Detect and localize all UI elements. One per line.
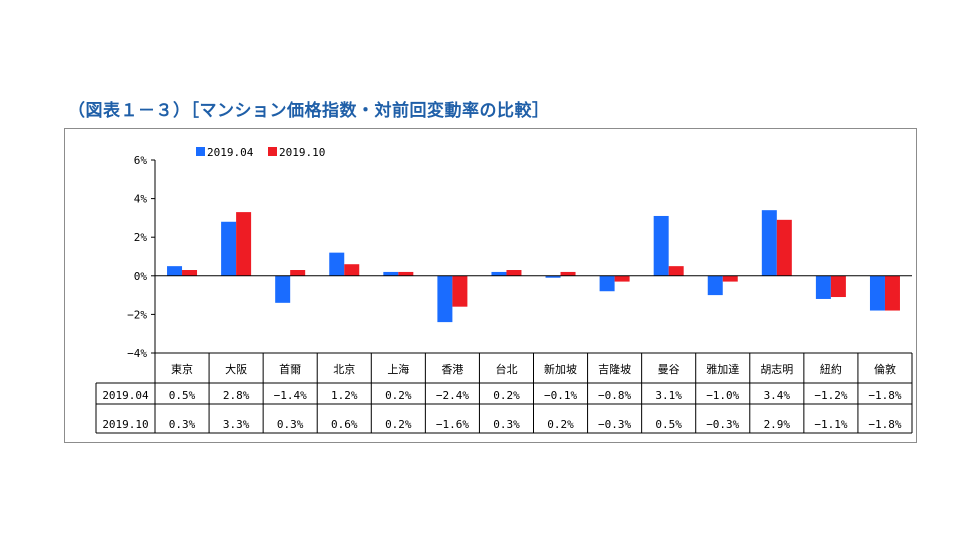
category-label: 曼谷 <box>658 363 680 376</box>
y-tick-label: −4% <box>127 347 147 360</box>
bar-s2 <box>236 212 252 276</box>
data-label: 0.3% <box>169 418 196 431</box>
bar-s1 <box>437 275 453 323</box>
data-label: 0.5% <box>655 418 682 431</box>
bar-s2 <box>884 275 900 311</box>
data-label: −0.3% <box>706 418 739 431</box>
data-label: −1.6% <box>436 418 469 431</box>
data-label: 0.2% <box>493 389 520 402</box>
bar-s1 <box>545 275 561 278</box>
category-label: 台北 <box>495 362 517 376</box>
category-label: 北京 <box>333 362 355 376</box>
bar-s1 <box>491 271 507 276</box>
category-label: 上海 <box>387 362 409 376</box>
bar-s1 <box>815 275 831 299</box>
category-label: 吉隆坡 <box>598 362 631 376</box>
bar-s1 <box>167 266 183 276</box>
bar-s2 <box>182 270 198 276</box>
legend-swatch <box>196 147 205 156</box>
table-series-name: 2019.04 <box>102 389 149 402</box>
y-tick-label: 2% <box>134 231 148 244</box>
table-series-name: 2019.10 <box>102 418 148 431</box>
bar-s1 <box>599 275 615 292</box>
legend-swatch <box>268 147 277 156</box>
chart-title: （図表１－３）［マンション価格指数・対前回変動率の比較］ <box>68 101 550 121</box>
data-label: 0.6% <box>331 418 358 431</box>
legend-label: 2019.04 <box>207 146 254 159</box>
category-label: 香港 <box>441 363 463 376</box>
data-label: 0.3% <box>493 418 520 431</box>
bar-s2 <box>560 271 576 276</box>
bar-s1 <box>383 271 399 276</box>
bar-s2 <box>506 270 522 276</box>
bar-s1 <box>869 275 885 311</box>
bar-s1 <box>653 215 669 276</box>
bar-s2 <box>290 270 306 276</box>
category-label: 東京 <box>171 362 193 376</box>
bar-s1 <box>761 210 777 276</box>
data-label: 1.2% <box>331 389 358 402</box>
chart-frame <box>64 128 917 443</box>
bar-s2 <box>830 275 846 298</box>
data-label: 0.2% <box>385 418 412 431</box>
category-label: 雅加達 <box>706 362 739 376</box>
bar-s1 <box>329 252 345 276</box>
category-label: 胡志明 <box>760 362 793 376</box>
bar-s1 <box>707 275 723 296</box>
data-label: 0.3% <box>277 418 304 431</box>
data-label: −1.2% <box>814 389 847 402</box>
y-tick-label: 0% <box>134 270 148 283</box>
bar-s2 <box>452 275 468 307</box>
data-label: −1.8% <box>868 418 901 431</box>
y-tick-label: −2% <box>127 308 147 321</box>
bar-s2 <box>344 264 360 276</box>
legend-label: 2019.10 <box>279 146 325 159</box>
data-label: −1.0% <box>706 389 739 402</box>
data-label: 0.2% <box>385 389 412 402</box>
bar-s1 <box>221 221 237 276</box>
data-label: −1.8% <box>868 389 901 402</box>
data-label: −2.4% <box>436 389 469 402</box>
bar-s2 <box>614 275 630 282</box>
data-label: 0.2% <box>547 418 574 431</box>
data-label: 2.9% <box>764 418 791 431</box>
bar-s2 <box>668 266 684 276</box>
bar-s2 <box>722 275 738 282</box>
data-label: 3.3% <box>223 418 250 431</box>
data-label: 3.1% <box>655 389 682 402</box>
y-tick-label: 6% <box>134 154 148 167</box>
y-tick-label: 4% <box>134 193 148 206</box>
bar-s1 <box>275 275 291 303</box>
category-label: 紐約 <box>820 362 842 376</box>
category-label: 大阪 <box>225 362 247 376</box>
data-label: −1.4% <box>274 389 307 402</box>
category-label: 新加坡 <box>544 362 577 376</box>
data-label: 0.5% <box>169 389 196 402</box>
data-label: 2.8% <box>223 389 250 402</box>
data-label: −0.1% <box>544 389 577 402</box>
data-label: 3.4% <box>764 389 791 402</box>
bar-s2 <box>398 271 414 276</box>
data-label: −1.1% <box>814 418 847 431</box>
category-label: 首爾 <box>279 362 301 376</box>
category-label: 倫敦 <box>874 362 896 376</box>
data-label: −0.8% <box>598 389 631 402</box>
data-label: −0.3% <box>598 418 631 431</box>
bar-s2 <box>776 219 792 276</box>
